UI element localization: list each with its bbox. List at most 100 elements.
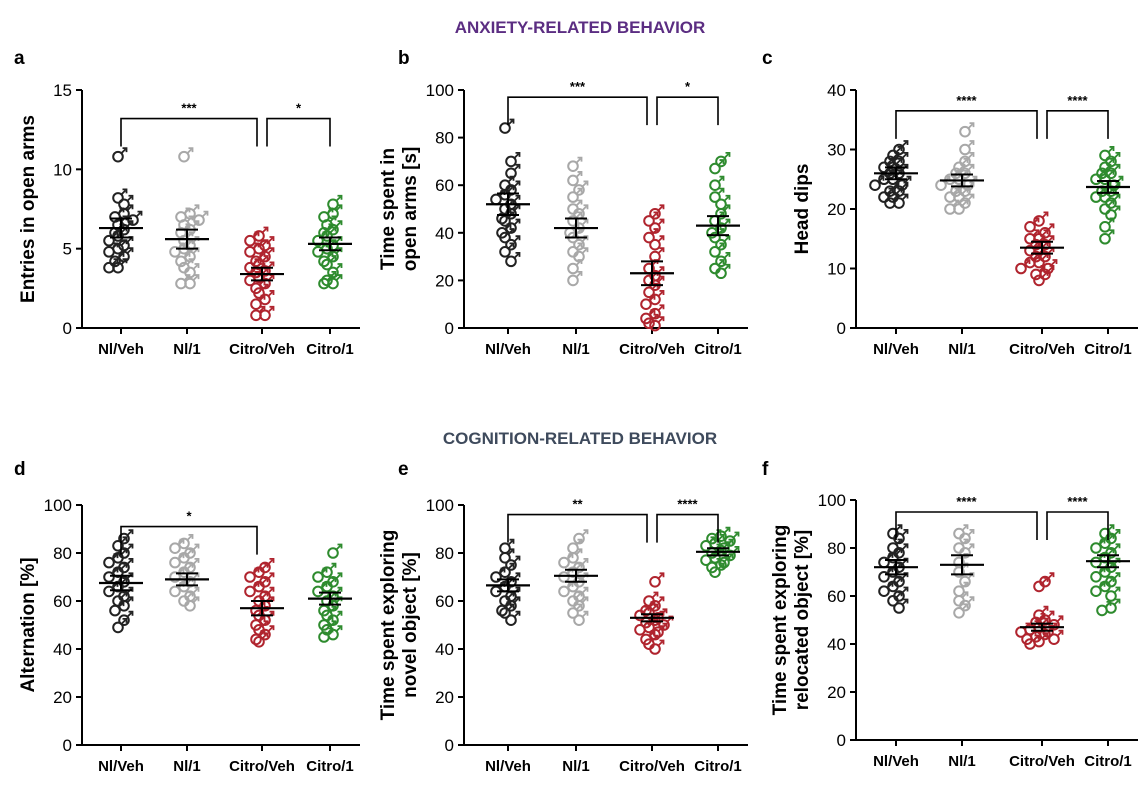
data-point-arrowhead [194, 543, 200, 549]
data-point [567, 591, 583, 607]
y-tick-label: 0 [63, 736, 72, 755]
data-point-arrow [892, 153, 899, 159]
data-point-arrow [513, 573, 520, 580]
data-point-arrowhead [659, 290, 665, 295]
data-point-arrowhead [185, 274, 191, 280]
data-point-ring [499, 122, 511, 134]
data-point [567, 271, 583, 287]
data-point-arrowhead [331, 271, 337, 276]
data-point-arrow [267, 237, 274, 243]
data-point-ring [709, 179, 721, 191]
data-point-ring [505, 255, 517, 268]
data-point-arrowhead [185, 223, 191, 229]
data-point-ring [1033, 580, 1045, 593]
data-point-arrowhead [879, 175, 885, 181]
data-point-arrowhead [583, 596, 589, 602]
data-point [103, 567, 119, 583]
data-point [244, 231, 260, 247]
data-point-arrowhead [1109, 577, 1115, 582]
data-point-ring [878, 585, 890, 598]
data-point [250, 294, 266, 311]
data-point-arrow [329, 216, 336, 223]
significance-label: **** [1067, 494, 1088, 509]
data-point-arrow [252, 243, 259, 250]
data-point-arrowhead [1052, 259, 1058, 264]
data-point-ring [573, 600, 585, 612]
data-point-arrowhead [128, 558, 134, 563]
data-point-ring [312, 585, 324, 598]
data-point-arrow [201, 211, 208, 218]
data-point-arrowhead [1040, 235, 1046, 241]
data-point-arrowhead [1109, 157, 1115, 163]
data-point [1099, 229, 1115, 245]
data-point-arrowhead [1058, 615, 1064, 621]
data-point-arrow [192, 588, 199, 594]
data-point-arrow [1104, 602, 1111, 608]
data-point-arrow [1047, 224, 1054, 231]
data-point-arrowhead [509, 548, 515, 554]
data-point-ring [634, 609, 646, 622]
data-point-arrowhead [1106, 601, 1112, 606]
data-point [103, 258, 119, 274]
data-point-ring [715, 207, 727, 220]
data-point-arrow [507, 186, 514, 193]
data-point-arrow [581, 530, 588, 537]
data-point-arrowhead [122, 536, 128, 542]
data-point-arrow [732, 532, 739, 539]
data-point-arrow [1056, 616, 1063, 623]
data-point-arrow [120, 564, 127, 570]
data-point-arrowhead [710, 536, 716, 542]
data-point-ring [649, 576, 661, 588]
y-axis-label: Alternation [%] [18, 557, 39, 692]
data-point [109, 251, 125, 268]
data-point-arrow [952, 188, 959, 195]
data-point-arrow [952, 200, 959, 207]
data-point-arrow [1047, 266, 1054, 272]
data-point-arrowhead [1034, 634, 1040, 640]
data-point-arrowhead [122, 258, 128, 264]
data-point-arrowhead [725, 541, 731, 547]
data-point-arrow [1107, 535, 1114, 541]
data-point-arrowhead [322, 567, 328, 573]
data-point-ring [893, 602, 905, 614]
data-point-arrowhead [1100, 553, 1106, 558]
data-point-arrowhead [128, 204, 134, 210]
data-point-arrowhead [269, 572, 275, 578]
data-point-arrowhead [337, 543, 343, 549]
data-point-arrowhead [1109, 524, 1115, 530]
data-point-ring [1024, 221, 1036, 233]
data-point-arrowhead [577, 211, 583, 217]
data-point-arrowhead [263, 562, 269, 568]
data-point-ring [1090, 556, 1102, 569]
data-point-ring [1096, 604, 1108, 617]
data-point-arrowhead [515, 572, 521, 578]
data-point-arrow [513, 253, 520, 259]
significance-label: ** [572, 497, 583, 512]
data-point-arrowhead [577, 538, 583, 544]
data-point-arrowhead [583, 610, 589, 616]
data-point-arrowhead [903, 557, 909, 563]
data-point-arrowhead [185, 251, 191, 257]
data-point-arrow [267, 626, 274, 633]
data-point-arrowhead [194, 586, 200, 592]
data-point-arrow [901, 141, 908, 147]
data-point-arrow [717, 177, 724, 183]
data-point-arrowhead [1025, 259, 1031, 264]
data-point-ring [253, 287, 265, 299]
y-tick-label: 60 [435, 592, 454, 611]
data-point-arrow [258, 296, 265, 302]
data-point-arrowhead [954, 187, 960, 193]
data-point-arrowhead [137, 210, 143, 216]
data-point-arrow [657, 236, 664, 243]
panel-letter-d: d [14, 459, 26, 480]
data-point-arrowhead [1100, 187, 1106, 193]
data-point [573, 610, 589, 627]
data-point-arrowhead [719, 534, 725, 539]
data-point-ring [649, 207, 661, 220]
data-point-ring [499, 607, 511, 619]
data-point-arrow [120, 619, 127, 625]
data-point-arrow [961, 525, 968, 532]
data-point-ring [1048, 633, 1060, 646]
data-point-arrowhead [515, 163, 521, 169]
data-point-arrow [1107, 230, 1114, 237]
